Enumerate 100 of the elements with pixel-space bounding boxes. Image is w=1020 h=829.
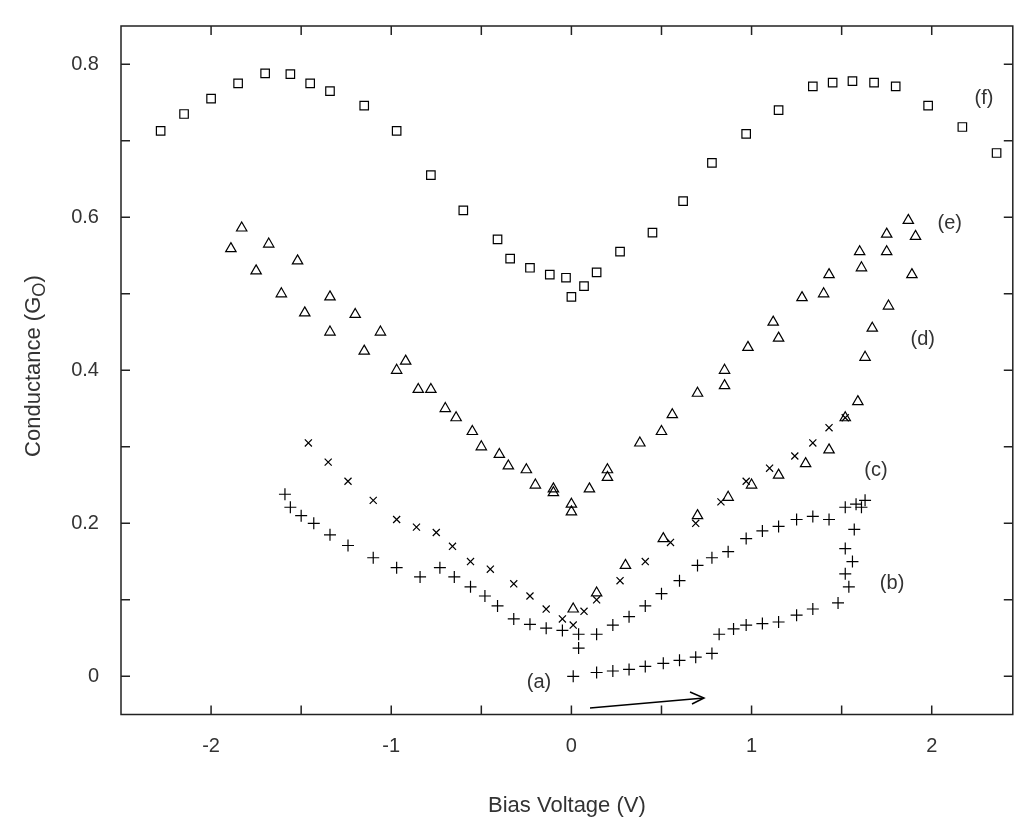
point <box>225 242 237 253</box>
point <box>324 325 336 336</box>
annotation: (a) <box>526 669 552 692</box>
point <box>755 616 769 631</box>
point <box>790 512 804 527</box>
point <box>502 459 515 470</box>
point <box>606 618 620 632</box>
point <box>790 608 804 622</box>
point <box>374 325 387 336</box>
point <box>666 538 675 547</box>
x-tick-label: 2 <box>926 734 938 757</box>
point <box>542 604 551 614</box>
point <box>525 591 535 601</box>
point <box>325 86 335 96</box>
point <box>606 664 620 678</box>
point <box>523 617 537 631</box>
y-tick-label: 0.6 <box>71 204 99 227</box>
point <box>641 557 650 566</box>
point <box>291 254 304 265</box>
point <box>392 515 401 524</box>
point <box>572 641 586 655</box>
point <box>439 401 452 413</box>
point <box>726 622 741 636</box>
point <box>634 436 646 447</box>
point <box>790 451 799 461</box>
point <box>906 268 918 279</box>
point <box>852 395 864 406</box>
point <box>565 505 578 516</box>
point <box>486 565 495 574</box>
point <box>399 354 412 365</box>
point <box>880 245 893 256</box>
point <box>858 493 872 507</box>
point <box>796 291 808 302</box>
point <box>991 148 1002 158</box>
point <box>742 477 751 486</box>
point <box>569 620 578 630</box>
point <box>412 382 425 394</box>
x-tick-label: -2 <box>202 734 220 757</box>
point <box>923 100 933 111</box>
y-tick-label: 0.2 <box>71 510 99 533</box>
point <box>739 618 753 632</box>
point <box>890 81 901 92</box>
point <box>705 551 719 565</box>
point <box>807 81 818 92</box>
point <box>366 551 380 565</box>
point <box>882 299 895 310</box>
point <box>544 269 555 280</box>
point <box>672 653 687 667</box>
point <box>638 599 652 613</box>
point <box>391 125 402 136</box>
point <box>520 463 533 474</box>
point <box>579 281 589 291</box>
point <box>304 438 313 448</box>
y-tick-label: 0.4 <box>71 357 99 380</box>
point <box>294 509 308 523</box>
point <box>799 457 812 468</box>
point <box>869 77 879 88</box>
point <box>853 245 866 256</box>
point <box>718 379 731 390</box>
point <box>235 221 248 232</box>
point <box>349 307 362 319</box>
point <box>817 287 830 298</box>
point <box>771 519 786 533</box>
point <box>509 579 518 588</box>
point <box>466 424 479 436</box>
x-tick-label: 1 <box>746 734 758 757</box>
point <box>847 76 858 86</box>
point <box>450 411 462 422</box>
point <box>505 253 515 264</box>
point <box>475 440 488 451</box>
point <box>412 523 421 532</box>
point <box>492 234 503 245</box>
y-tick-label: 0.8 <box>71 51 99 74</box>
point <box>262 237 275 248</box>
point <box>567 602 579 613</box>
point <box>691 386 704 397</box>
point <box>767 315 779 326</box>
point <box>672 574 687 588</box>
point <box>902 213 915 224</box>
point <box>433 561 447 575</box>
point <box>824 423 834 432</box>
point <box>690 558 705 572</box>
point <box>324 457 333 467</box>
point <box>285 69 296 80</box>
point <box>426 170 436 181</box>
point <box>957 122 968 132</box>
point <box>806 602 820 616</box>
point <box>619 558 632 569</box>
x-tick-label: 0 <box>565 734 577 757</box>
point <box>206 93 216 104</box>
x-axis-title: Bias Voltage (V) <box>488 791 646 817</box>
point <box>179 109 189 119</box>
point <box>358 344 371 355</box>
point <box>507 612 521 626</box>
point <box>478 589 492 603</box>
point <box>718 363 731 374</box>
point <box>278 487 292 501</box>
point <box>525 262 535 273</box>
point <box>808 438 817 448</box>
point <box>547 486 560 497</box>
